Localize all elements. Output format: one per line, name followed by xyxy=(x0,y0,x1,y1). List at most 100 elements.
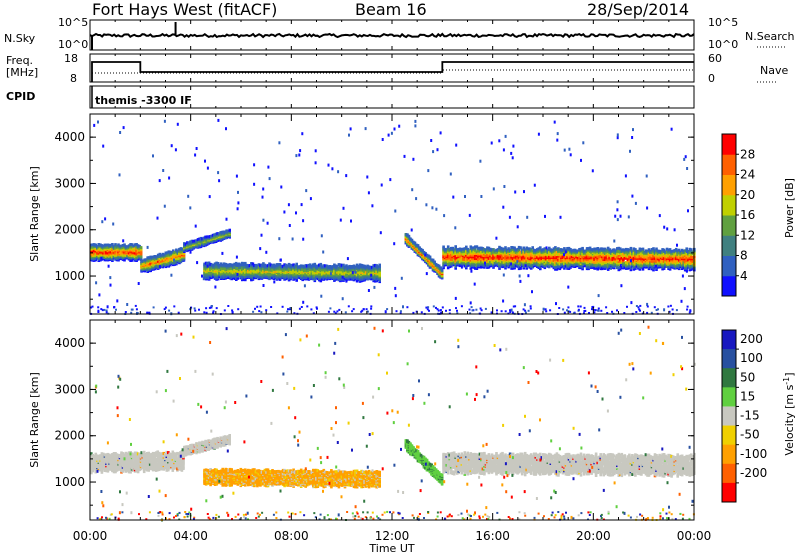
echo-cell xyxy=(477,246,480,250)
echo-cell xyxy=(489,256,492,260)
echo-cell xyxy=(187,241,191,245)
echo-cell xyxy=(238,262,241,266)
echo-cell xyxy=(133,243,137,247)
echo-cell xyxy=(117,243,120,247)
echo-cell xyxy=(355,277,359,280)
echo-cell xyxy=(475,253,479,257)
echo-cell xyxy=(469,248,473,252)
echo-cell xyxy=(498,263,501,267)
echo-cell xyxy=(465,260,468,263)
date-label: 28/Sep/2014 xyxy=(587,0,689,19)
echo-cell xyxy=(231,263,235,267)
echo-cell xyxy=(222,269,226,273)
echo-cell xyxy=(130,245,134,249)
echo-cell xyxy=(247,264,250,268)
echo-cell xyxy=(272,263,276,267)
echo-cell xyxy=(502,258,506,262)
echo-cell xyxy=(465,264,468,268)
echo-cell xyxy=(457,260,460,263)
echo-cell xyxy=(465,248,468,252)
echo-cell xyxy=(233,264,236,268)
echo-cell xyxy=(161,258,165,262)
echo-cell xyxy=(225,263,229,267)
echo-cell xyxy=(179,247,183,251)
echo-cell xyxy=(265,264,268,268)
power-panel xyxy=(89,113,696,316)
echo-cell xyxy=(474,250,477,254)
nave-label: Nave xyxy=(760,64,788,77)
echo-cell xyxy=(97,243,101,246)
echo-cell xyxy=(207,261,211,265)
echo-cell xyxy=(135,245,138,249)
echo-cell xyxy=(160,254,163,258)
echo-cell xyxy=(293,272,297,275)
echo-cell xyxy=(440,273,444,277)
echo-cell xyxy=(120,251,123,255)
radar-title: Fort Hays West (fitACF) xyxy=(92,0,277,19)
freq-top-tick: 18 xyxy=(64,52,78,65)
echo-cell xyxy=(469,250,473,254)
echo-cell xyxy=(493,249,497,253)
echo-cell xyxy=(465,245,468,249)
echo-cell xyxy=(475,260,479,264)
echo-cell xyxy=(206,273,209,277)
echo-cell xyxy=(286,264,289,268)
echo-cell xyxy=(235,261,238,265)
echo-cell xyxy=(100,253,104,257)
echo-cell xyxy=(224,262,227,266)
nsearch-top-tick: 10^5 xyxy=(708,16,738,29)
echo-cell xyxy=(155,263,158,267)
echo-cell xyxy=(321,268,324,272)
echo-cell xyxy=(169,258,172,262)
echo-cell xyxy=(343,265,347,269)
echo-cell xyxy=(352,273,356,276)
echo-cell xyxy=(256,264,259,268)
echo-cell xyxy=(416,244,420,248)
freq-strip xyxy=(89,53,695,83)
echo-cell xyxy=(257,268,261,272)
echo-cell xyxy=(233,277,236,280)
echo-cell xyxy=(242,262,246,266)
echo-cell xyxy=(140,268,143,272)
echo-cell xyxy=(340,271,344,275)
echo-cell xyxy=(161,263,165,267)
echo-cell xyxy=(94,243,98,247)
echo-cell xyxy=(480,265,483,269)
echo-cell xyxy=(436,263,439,267)
echo-cell xyxy=(160,257,163,261)
echo-cell xyxy=(123,243,126,247)
echo-cell xyxy=(457,247,460,251)
echo-cell xyxy=(299,276,303,279)
echo-cell xyxy=(465,261,468,265)
echo-cell xyxy=(629,246,633,250)
echo-cell xyxy=(219,231,222,235)
echo-cell xyxy=(163,257,166,261)
echo-cell xyxy=(130,258,134,262)
echo-cell xyxy=(274,269,277,273)
echo-cell xyxy=(483,248,486,251)
echo-cell xyxy=(367,265,371,269)
echo-cell xyxy=(372,264,375,268)
echo-cell xyxy=(498,265,501,269)
echo-cell xyxy=(364,265,368,269)
echo-cell xyxy=(178,247,181,251)
echo-cell xyxy=(121,253,125,257)
echo-cell xyxy=(278,265,282,269)
echo-cell xyxy=(480,246,483,250)
echo-cell xyxy=(484,248,488,252)
echo-cell xyxy=(422,250,426,254)
echo-cell xyxy=(284,263,288,267)
echo-cell xyxy=(220,230,224,234)
echo-cell xyxy=(298,270,301,274)
echo-cell xyxy=(103,258,107,262)
echo-cell xyxy=(378,263,381,267)
echo-cell xyxy=(292,263,295,267)
echo-cell xyxy=(504,255,507,259)
echo-cell xyxy=(496,259,500,263)
echo-cell xyxy=(266,272,270,276)
echo-cell xyxy=(331,266,335,270)
echo-cell xyxy=(355,263,359,267)
echo-cell xyxy=(489,247,492,251)
echo-cell xyxy=(236,263,240,266)
echo-cell xyxy=(475,255,479,259)
